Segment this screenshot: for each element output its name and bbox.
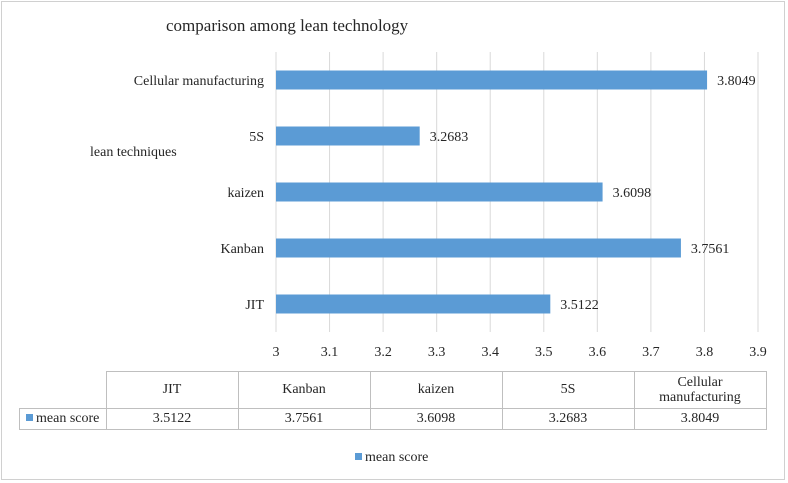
bar	[276, 70, 708, 90]
x-tick-label: 3.6	[589, 345, 607, 360]
bar-value-label: 3.8049	[717, 74, 756, 89]
data-table-category-text: JIT	[162, 382, 182, 398]
series-swatch	[26, 414, 33, 422]
bar-value-label: 3.7561	[691, 242, 730, 257]
plot-area: 3 3.1 3.2 3.3 3.4 3.5 3.6 3.7 3.8 3.9 JIT 3.5122 Kan…	[134, 52, 767, 360]
data-table-category-text: Cellular	[677, 374, 723, 390]
data-table-category-header: kaizen	[369, 371, 503, 409]
data-table-value: 3.7561	[237, 407, 371, 430]
data-table-value: 3.8049	[633, 407, 767, 430]
data-table-corner	[19, 371, 107, 409]
data-table-category-text: manufacturing	[659, 389, 741, 405]
data-table-category-header: Cellular manufacturing	[633, 371, 767, 409]
x-tick-label: 3.9	[749, 345, 767, 360]
x-tick-label: 3.2	[374, 345, 392, 360]
data-table-header-row: JIT Kanban kaizen 5S Cellular manufacturing	[19, 371, 767, 409]
bar-value-label: 3.2683	[430, 130, 469, 145]
y-category-label: Cellular manufacturing	[134, 74, 264, 89]
x-tick-label: 3.4	[481, 345, 499, 360]
y-category-label: JIT	[245, 298, 264, 313]
bar	[276, 182, 603, 202]
data-table: JIT Kanban kaizen 5S Cellular manufacturing m…	[19, 371, 767, 430]
bar-value-label: 3.6098	[613, 186, 652, 201]
y-category-label: Kanban	[220, 242, 264, 257]
x-tick-label: 3.5	[535, 345, 553, 360]
y-axis-label: lean techniques	[90, 145, 177, 160]
data-table-category-header: JIT	[105, 371, 239, 409]
legend: mean score	[355, 450, 428, 466]
data-table-series-name: mean score	[36, 411, 100, 426]
bar	[276, 238, 681, 258]
data-table-value: 3.6098	[369, 407, 503, 430]
legend-entry-label: mean score	[365, 450, 429, 465]
x-tick-label: 3	[273, 345, 280, 360]
legend-swatch	[355, 453, 362, 461]
data-table-category-text: 5S	[560, 382, 576, 398]
data-table-value: 3.2683	[501, 407, 635, 430]
bar	[276, 294, 551, 314]
data-table-category-text: kaizen	[417, 382, 455, 398]
x-tick-label: 3.8	[696, 345, 714, 360]
data-table-series-header: mean score	[19, 407, 107, 430]
chart-title: comparison among lean technology	[166, 16, 409, 35]
x-tick-label: 3.3	[428, 345, 446, 360]
data-table-category-header: 5S	[501, 371, 635, 409]
data-table-category-text: Kanban	[282, 382, 326, 398]
data-table-category-header: Kanban	[237, 371, 371, 409]
y-category-label: kaizen	[227, 186, 264, 201]
data-table-value: 3.5122	[105, 407, 239, 430]
data-table-value-row: mean score 3.5122 3.7561 3.6098 3.2683 3.804…	[19, 407, 767, 430]
x-tick-label: 3.7	[642, 345, 660, 360]
x-tick-label: 3.1	[321, 345, 339, 360]
bar	[276, 126, 420, 146]
bar-value-label: 3.5122	[560, 298, 599, 313]
y-category-label: 5S	[249, 130, 264, 145]
